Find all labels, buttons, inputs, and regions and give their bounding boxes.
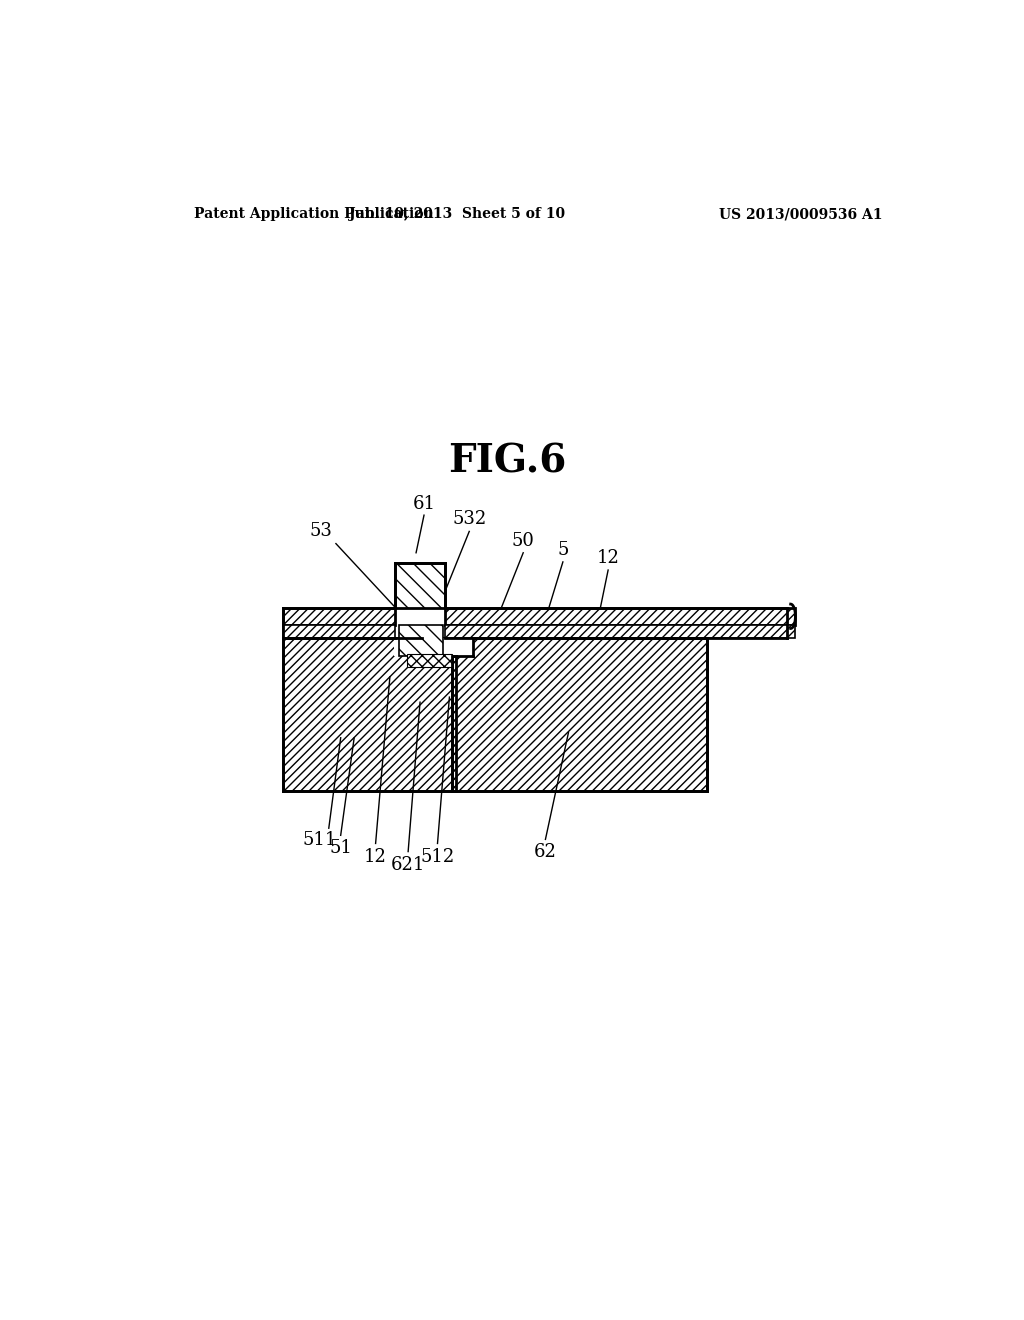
Bar (422, 638, 456, 656)
Bar (408, 655, 452, 667)
Bar (408, 655, 452, 667)
Text: 512: 512 (421, 847, 455, 866)
Text: 61: 61 (413, 495, 435, 513)
Text: 621: 621 (391, 855, 425, 874)
Text: Jan. 10, 2013  Sheet 5 of 10: Jan. 10, 2013 Sheet 5 of 10 (349, 207, 565, 222)
Bar (452, 638, 708, 791)
Text: 511: 511 (303, 832, 337, 849)
Bar (445, 624, 795, 638)
Bar (283, 607, 395, 624)
Text: FIG.6: FIG.6 (449, 444, 566, 480)
Text: 5: 5 (557, 541, 568, 558)
Bar (399, 624, 443, 656)
Bar (395, 562, 445, 607)
Text: 53: 53 (309, 521, 332, 540)
Bar (399, 624, 443, 656)
Text: 51: 51 (330, 840, 352, 858)
Text: Patent Application Publication: Patent Application Publication (194, 207, 433, 222)
Bar (445, 624, 795, 638)
Bar (283, 638, 456, 791)
Bar (283, 607, 395, 624)
Bar (283, 624, 395, 638)
Text: 62: 62 (534, 843, 557, 862)
Text: 532: 532 (453, 511, 486, 528)
Text: US 2013/0009536 A1: US 2013/0009536 A1 (719, 207, 883, 222)
Bar (283, 638, 456, 791)
Bar (452, 638, 473, 656)
Bar (283, 624, 395, 638)
Text: 12: 12 (597, 549, 620, 568)
Text: 50: 50 (512, 532, 535, 549)
Bar (445, 607, 795, 624)
Bar (394, 638, 447, 656)
Bar (445, 607, 795, 624)
Text: 12: 12 (365, 847, 387, 866)
Bar (452, 638, 708, 791)
Bar (395, 562, 445, 607)
